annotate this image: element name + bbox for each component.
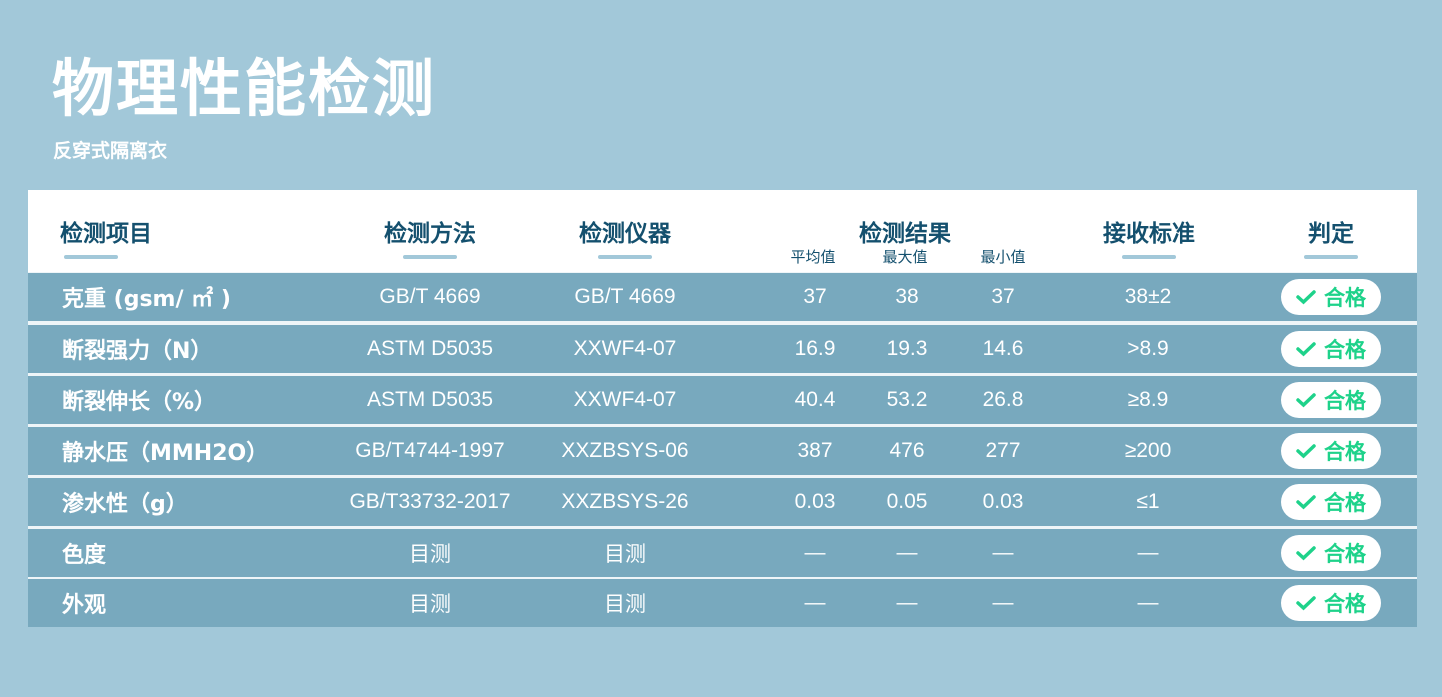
cell-instrument: XXWF4-07 — [573, 388, 677, 411]
verdict-label: 合格 — [1324, 542, 1366, 566]
pass-badge: 合格 — [1281, 331, 1381, 367]
table-header: 检测项目 检测方法 检测仪器 检测结果 平均值 最大值 最小值 接收标准 判定 — [28, 190, 1417, 272]
cell-max: 19.3 — [886, 337, 928, 360]
table-row: 色度 目测 目测 — — — — 合格 — [28, 529, 1417, 577]
check-icon — [1296, 290, 1316, 305]
check-icon — [1296, 342, 1316, 357]
results-table: 检测项目 检测方法 检测仪器 检测结果 平均值 最大值 最小值 接收标准 判定 … — [28, 190, 1417, 627]
cell-standard: — — [1137, 591, 1159, 614]
cell-standard: >8.9 — [1127, 337, 1169, 360]
pass-badge: 合格 — [1281, 433, 1381, 469]
cell-method: GB/T33732-2017 — [349, 490, 511, 513]
header-underline — [64, 255, 118, 259]
cell-max: — — [896, 591, 918, 614]
cell-item: 外观 — [62, 593, 107, 618]
check-icon — [1296, 495, 1316, 510]
cell-avg: — — [804, 591, 826, 614]
cell-standard: 38±2 — [1124, 285, 1172, 308]
cell-instrument: GB/T 4669 — [574, 285, 676, 308]
cell-instrument: XXZBSYS-06 — [561, 439, 689, 462]
cell-max: 38 — [895, 285, 919, 308]
page-subtitle: 反穿式隔离衣 — [53, 140, 168, 162]
header-underline — [1122, 255, 1176, 259]
cell-item: 断裂强力（N） — [62, 339, 213, 364]
cell-instrument: 目测 — [604, 543, 646, 566]
check-icon — [1296, 444, 1316, 459]
cell-method: 目测 — [409, 593, 451, 616]
cell-avg: 40.4 — [794, 388, 836, 411]
verdict-label: 合格 — [1324, 592, 1366, 616]
cell-min: — — [992, 541, 1014, 564]
cell-method: GB/T4744-1997 — [355, 439, 505, 462]
cell-instrument: 目测 — [604, 593, 646, 616]
pass-badge: 合格 — [1281, 382, 1381, 418]
cell-method: ASTM D5035 — [366, 388, 494, 411]
header-underline — [1304, 255, 1358, 259]
check-icon — [1296, 546, 1316, 561]
cell-min: 37 — [991, 285, 1015, 308]
verdict-label: 合格 — [1324, 440, 1366, 464]
header-result: 检测结果 — [859, 221, 951, 247]
header-verdict: 判定 — [1308, 221, 1354, 247]
check-icon — [1296, 596, 1316, 611]
cell-avg: 387 — [797, 439, 833, 462]
header-standard: 接收标准 — [1103, 221, 1195, 247]
table-row: 静水压（MMH2O） GB/T4744-1997 XXZBSYS-06 387 … — [28, 427, 1417, 475]
cell-standard: — — [1137, 541, 1159, 564]
table-row: 克重 (gsm/ ㎡ ) GB/T 4669 GB/T 4669 37 38 3… — [28, 273, 1417, 321]
header-underline — [403, 255, 457, 259]
header-underline — [598, 255, 652, 259]
cell-instrument: XXZBSYS-26 — [561, 490, 689, 513]
table-row: 断裂强力（N） ASTM D5035 XXWF4-07 16.9 19.3 14… — [28, 325, 1417, 373]
table-row: 渗水性（g） GB/T33732-2017 XXZBSYS-26 0.03 0.… — [28, 478, 1417, 526]
cell-standard: ≥200 — [1124, 439, 1172, 462]
header-avg: 平均值 — [790, 248, 836, 266]
cell-max: 0.05 — [886, 490, 928, 513]
cell-min: 0.03 — [982, 490, 1024, 513]
header-instrument: 检测仪器 — [579, 221, 671, 247]
cell-max: 53.2 — [886, 388, 928, 411]
cell-standard: ≥8.9 — [1127, 388, 1169, 411]
verdict-label: 合格 — [1324, 286, 1366, 310]
cell-avg: 37 — [803, 285, 827, 308]
pass-badge: 合格 — [1281, 279, 1381, 315]
cell-method: ASTM D5035 — [366, 337, 494, 360]
cell-max: — — [896, 541, 918, 564]
cell-min: 14.6 — [982, 337, 1024, 360]
verdict-label: 合格 — [1324, 338, 1366, 362]
cell-item: 克重 (gsm/ ㎡ ) — [62, 287, 231, 312]
cell-avg: 16.9 — [794, 337, 836, 360]
cell-item: 渗水性（g） — [62, 492, 188, 517]
pass-badge: 合格 — [1281, 535, 1381, 571]
header-max: 最大值 — [882, 248, 928, 266]
cell-min: — — [992, 591, 1014, 614]
header-item: 检测项目 — [60, 221, 152, 247]
verdict-label: 合格 — [1324, 389, 1366, 413]
cell-min: 26.8 — [982, 388, 1024, 411]
header-min: 最小值 — [980, 248, 1026, 266]
cell-standard: ≤1 — [1136, 490, 1160, 513]
cell-item: 静水压（MMH2O） — [62, 441, 269, 466]
table-row: 外观 目测 目测 — — — — 合格 — [28, 579, 1417, 627]
cell-item: 断裂伸长（%） — [62, 390, 217, 415]
header-method: 检测方法 — [384, 221, 476, 247]
cell-avg: 0.03 — [794, 490, 836, 513]
pass-badge: 合格 — [1281, 585, 1381, 621]
verdict-label: 合格 — [1324, 491, 1366, 515]
pass-badge: 合格 — [1281, 484, 1381, 520]
cell-min: 277 — [985, 439, 1021, 462]
cell-avg: — — [804, 541, 826, 564]
page-title: 物理性能检测 — [52, 52, 437, 125]
cell-method: GB/T 4669 — [379, 285, 481, 308]
cell-instrument: XXWF4-07 — [573, 337, 677, 360]
table-row: 断裂伸长（%） ASTM D5035 XXWF4-07 40.4 53.2 26… — [28, 376, 1417, 424]
cell-max: 476 — [889, 439, 925, 462]
check-icon — [1296, 393, 1316, 408]
cell-item: 色度 — [62, 543, 107, 568]
cell-method: 目测 — [409, 543, 451, 566]
